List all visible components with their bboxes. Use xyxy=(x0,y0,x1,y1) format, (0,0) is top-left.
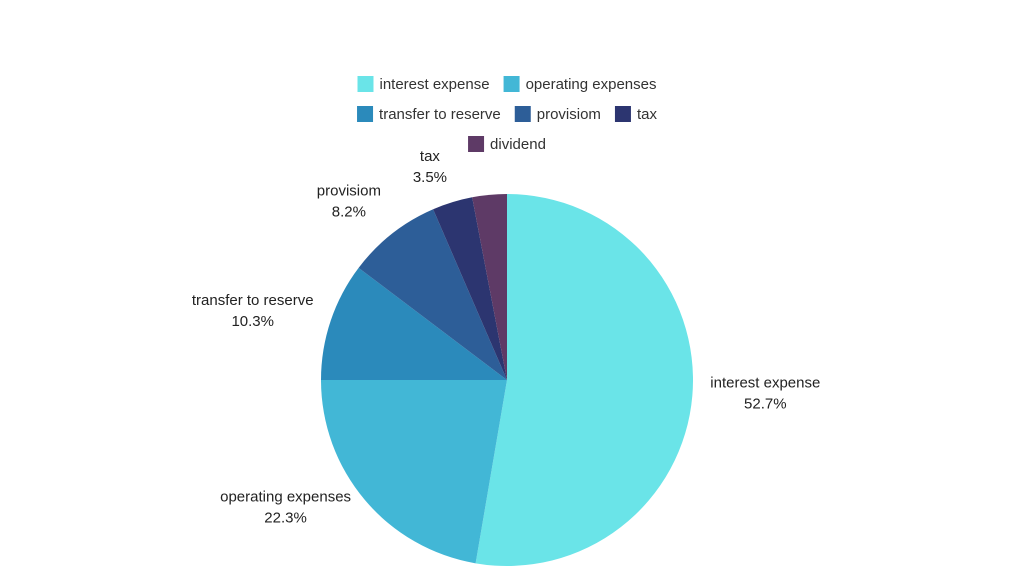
legend-label: dividend xyxy=(490,136,546,153)
legend-row: dividend xyxy=(468,136,546,153)
legend-item-dividend: dividend xyxy=(468,136,546,153)
legend-row: interest expense operating expenses xyxy=(357,76,657,93)
slice-label-name: provisiom xyxy=(317,183,381,200)
legend-item-interest-expense: interest expense xyxy=(357,76,490,93)
slice-label-operating-expenses: operating expenses 22.3% xyxy=(220,489,351,527)
slice-label-value: 22.3% xyxy=(264,510,307,527)
slice-label-provisiom: provisiom 8.2% xyxy=(317,183,381,221)
legend-item-transfer-to-reserve: transfer to reserve xyxy=(357,106,501,123)
slice-label-value: 3.5% xyxy=(413,169,447,186)
legend-swatch xyxy=(468,136,485,152)
legend-label: transfer to reserve xyxy=(379,106,501,123)
legend-swatch xyxy=(514,106,531,122)
legend-item-operating-expenses: operating expenses xyxy=(503,76,657,93)
slice-label-name: tax xyxy=(420,148,441,165)
legend-swatch xyxy=(357,76,374,92)
slice-label-value: 52.7% xyxy=(744,395,787,412)
legend-item-tax: tax xyxy=(614,106,658,123)
slice-label-value: 8.2% xyxy=(332,204,366,221)
pie-slices xyxy=(321,194,693,566)
pie-slice-dividend xyxy=(472,194,507,380)
slice-label-tax: tax 3.5% xyxy=(413,148,447,186)
slice-label-name: interest expense xyxy=(710,374,820,391)
legend-item-provisiom: provisiom xyxy=(514,106,601,123)
legend-label: operating expenses xyxy=(526,76,657,93)
slice-label-transfer-to-reserve: transfer to reserve 10.3% xyxy=(192,292,314,330)
slice-label-name: transfer to reserve xyxy=(192,292,314,309)
pie-slice-operating-expenses xyxy=(321,380,507,564)
pie-slice-interest-expense xyxy=(475,194,693,566)
legend-swatch xyxy=(614,106,631,122)
legend-row: transfer to reserve provisiom tax xyxy=(357,106,657,123)
legend-label: interest expense xyxy=(379,76,489,93)
legend-label: provisiom xyxy=(537,106,601,123)
slice-label-value: 10.3% xyxy=(231,313,274,330)
legend-swatch xyxy=(357,106,374,122)
pie-slice-tax xyxy=(433,197,507,380)
slice-label-interest-expense: interest expense 52.7% xyxy=(710,374,820,412)
chart-legend: interest expense operating expenses transf… xyxy=(357,76,657,153)
legend-label: tax xyxy=(637,106,658,123)
slice-labels: interest expense 52.7% operating expenses 2… xyxy=(192,148,820,526)
pie-slice-provisiom xyxy=(358,209,507,380)
slice-label-name: operating expenses xyxy=(220,489,351,506)
pie-slice-transfer-to-reserve xyxy=(321,267,507,380)
legend-swatch xyxy=(503,76,520,92)
